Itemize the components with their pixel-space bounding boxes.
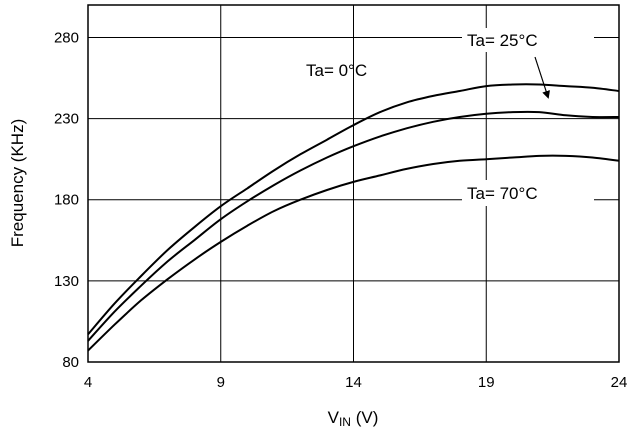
x-tick-label-24: 24 (611, 374, 628, 391)
y-tick-label-280: 280 (54, 29, 79, 46)
tick-labels: 4 9 14 19 24 80 130 180 230 280 (54, 29, 627, 391)
x-tick-label-4: 4 (84, 374, 92, 391)
series-line-1 (87, 110, 620, 342)
annotation-bg-70 (462, 180, 594, 206)
annotation-bg-25 (462, 28, 594, 52)
x-tick-label-14: 14 (345, 374, 362, 391)
x-axis-label-main: V (328, 408, 340, 427)
y-tick-label-230: 230 (54, 111, 79, 128)
y-tick-label-80: 80 (62, 354, 79, 371)
x-axis-label-unit: (V) (351, 408, 378, 427)
x-tick-label-9: 9 (217, 374, 225, 391)
series-line-2 (87, 154, 620, 352)
y-tick-label-130: 130 (54, 273, 79, 290)
x-axis-label-sub: IN (339, 415, 351, 429)
y-tick-label-180: 180 (54, 192, 79, 209)
y-axis-label: Frequency (KHz) (8, 119, 27, 247)
x-tick-label-19: 19 (478, 374, 495, 391)
annotation-ta-25: Ta= 25°C (467, 31, 538, 50)
series-group (87, 83, 620, 352)
annotation-arrow (534, 56, 550, 99)
x-axis-label: VIN (V) (328, 408, 379, 429)
series-line-0 (87, 83, 620, 336)
annotation-ta-0: Ta= 0°C (306, 61, 367, 80)
plot-frame (87, 4, 620, 363)
grid-lines (88, 5, 619, 362)
annotation-ta-70: Ta= 70°C (467, 184, 538, 203)
